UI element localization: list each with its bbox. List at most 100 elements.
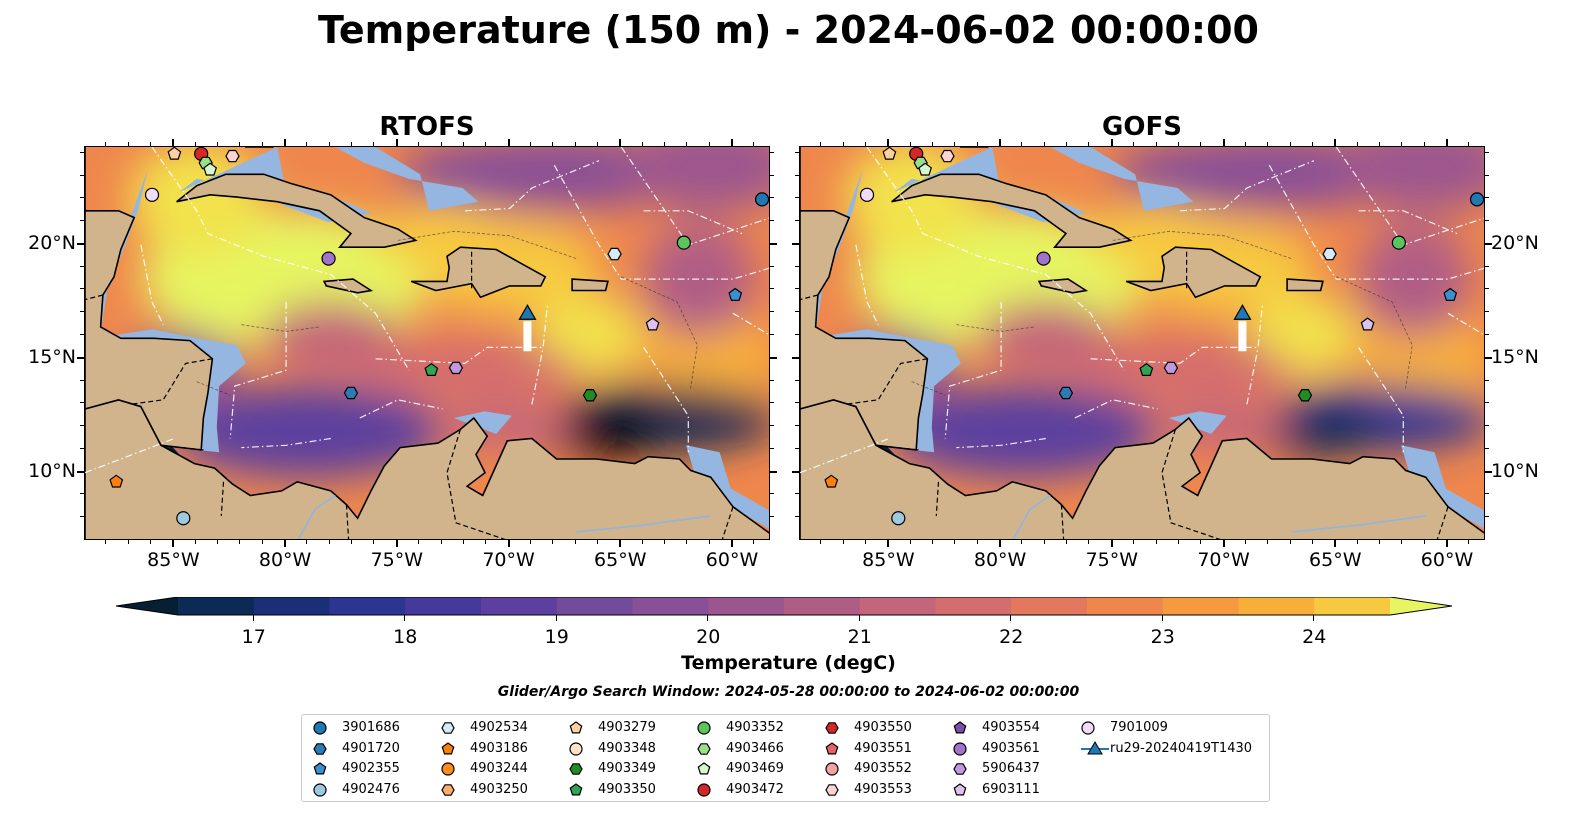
lon-tick-label: 80°W	[973, 549, 1027, 571]
legend-symbol	[313, 782, 327, 797]
lon-tick-label: 70°W	[1197, 549, 1250, 571]
lat-tick-mark	[770, 197, 774, 199]
float-marker-4903349	[582, 389, 598, 402]
lon-tick-mark	[552, 540, 554, 544]
lat-tick-mark	[1485, 334, 1489, 336]
lon-tick-mark	[1222, 540, 1225, 547]
float-marker-4902355	[728, 287, 743, 301]
float-marker-4902476	[176, 511, 191, 526]
float-marker-4901720	[343, 386, 359, 400]
legend-label: 4903550	[854, 720, 912, 735]
legend-label: 4903186	[470, 740, 528, 756]
lon-tick-label: 85°W	[862, 549, 915, 571]
lon-tick-mark	[127, 540, 129, 544]
lat-tick-mark	[770, 265, 774, 267]
legend-marker	[569, 741, 583, 756]
float-marker-3901686	[754, 192, 769, 207]
legend-symbol	[1081, 740, 1109, 754]
lat-tick-label: 15°N	[1491, 345, 1539, 368]
lon-tick-mark	[462, 540, 464, 544]
lat-tick-mark	[1485, 447, 1489, 449]
lon-tick-mark	[284, 540, 287, 547]
legend-label: 4902355	[342, 761, 400, 776]
legend-symbol	[697, 721, 711, 735]
colorbar-tick-label: 22	[999, 626, 1024, 648]
panel-title-gofs: GOFS	[1102, 112, 1182, 142]
float-marker-4902534	[607, 247, 622, 261]
lat-tick-mark	[770, 425, 774, 427]
lat-tick-label: 15°N	[28, 345, 76, 368]
lon-tick-mark	[1043, 540, 1045, 544]
lat-tick-mark	[770, 516, 774, 518]
lon-tick-label: 75°W	[370, 549, 424, 571]
lon-tick-mark	[1244, 540, 1246, 544]
legend-marker	[697, 742, 711, 755]
colorbar-bin	[632, 597, 709, 615]
lon-tick-mark	[440, 540, 442, 544]
glider-track	[523, 321, 532, 352]
float-marker-7901009	[859, 187, 875, 202]
colorbar-bin	[556, 597, 633, 615]
float-marker-4903279	[882, 147, 897, 160]
gofs-map	[799, 146, 1485, 540]
lon-tick-mark	[865, 540, 867, 544]
colorbar-bin	[1011, 597, 1088, 615]
lon-tick-mark	[842, 540, 844, 544]
lat-tick-mark	[1485, 265, 1489, 267]
colorbar-bin	[1314, 597, 1391, 615]
float-marker-4903553	[225, 149, 240, 163]
float-marker-4903350	[1139, 362, 1154, 376]
legend-symbol	[825, 741, 839, 754]
float-marker-3901686	[1469, 192, 1484, 207]
colorbar-bin	[935, 597, 1012, 615]
float-marker-4902476	[891, 511, 906, 526]
colorbar-extend-low	[116, 597, 178, 615]
lat-tick-mark	[1485, 220, 1489, 222]
glider-marker	[1233, 304, 1252, 320]
legend-symbol	[569, 782, 583, 795]
legend-marker	[569, 721, 583, 734]
colorbar-bin	[1087, 597, 1164, 615]
float-marker-6903111	[645, 317, 660, 331]
float-marker-4903561	[1036, 251, 1051, 266]
lat-tick-mark	[770, 402, 774, 404]
legend-symbol	[569, 721, 583, 734]
colorbar-bin	[481, 597, 558, 615]
colorbar-tick-mark	[1161, 615, 1163, 621]
legend-symbol	[441, 762, 455, 776]
lon-tick-label: 85°W	[147, 549, 200, 571]
lat-tick-mark	[770, 311, 774, 313]
lat-tick-mark	[770, 174, 774, 176]
legend-marker	[953, 741, 967, 756]
lon-tick-label: 60°W	[705, 549, 759, 571]
legend-label: 7901009	[1110, 720, 1168, 735]
legend-marker	[953, 782, 967, 795]
legend-symbol	[441, 741, 455, 754]
lat-tick-mark	[770, 242, 777, 245]
lat-tick-mark	[770, 151, 774, 153]
legend-label: 4903561	[982, 740, 1040, 756]
colorbar-tick-label: 23	[1150, 626, 1175, 648]
legend-label: 4903469	[726, 761, 784, 776]
legend-label: 4902476	[342, 781, 400, 797]
lon-tick-mark	[239, 540, 241, 544]
panel-title-rtofs: RTOFS	[379, 112, 475, 142]
legend-label: 4903250	[470, 781, 528, 797]
lon-tick-mark	[217, 540, 219, 544]
legend-symbol	[441, 722, 455, 734]
legend-symbol	[313, 762, 327, 775]
lon-tick-mark	[887, 540, 890, 547]
lat-tick-mark	[1485, 242, 1492, 245]
legend-label: 4903472	[726, 781, 784, 797]
lon-tick-mark	[574, 540, 576, 544]
lat-tick-mark	[770, 220, 774, 222]
lat-tick-mark	[1485, 174, 1489, 176]
temperature-colorbar	[116, 597, 1452, 616]
lon-tick-mark	[954, 540, 956, 544]
legend-marker	[313, 782, 327, 797]
float-marker-4903469	[203, 162, 218, 176]
lon-tick-mark	[1289, 540, 1291, 544]
lon-tick-label: 65°W	[1309, 549, 1362, 571]
lon-tick-mark	[596, 540, 598, 544]
legend-marker	[441, 762, 455, 776]
